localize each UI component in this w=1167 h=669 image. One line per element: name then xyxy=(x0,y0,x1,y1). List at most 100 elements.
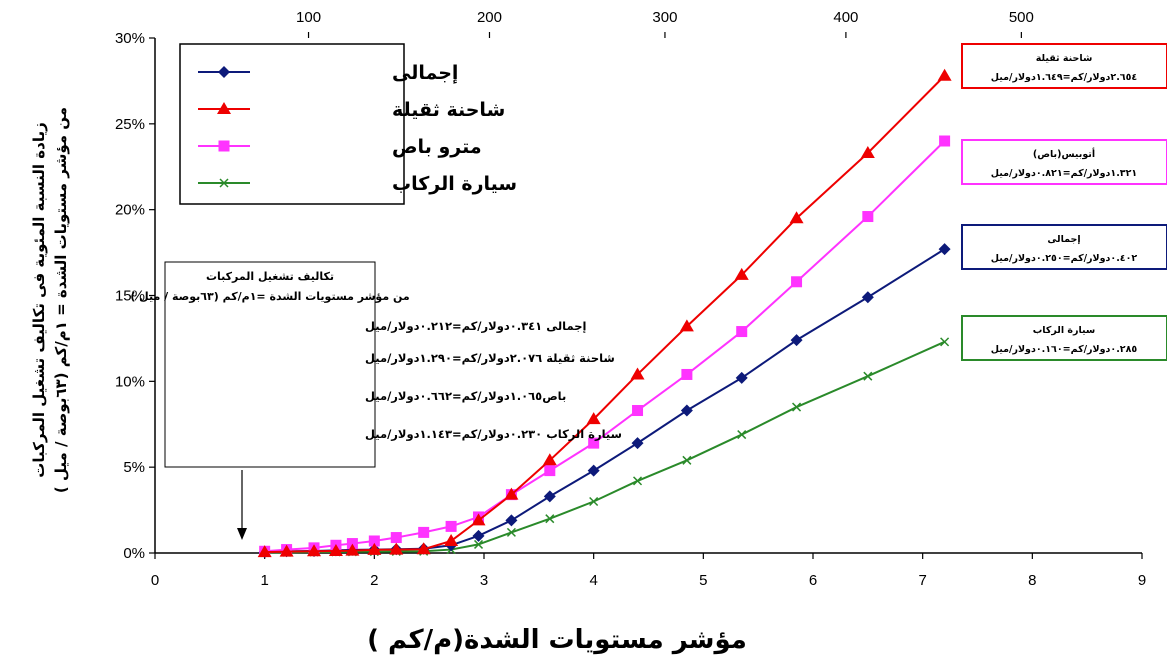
legend: إجمالى شاحنة ثقيلة مترو باص سيارة الركاب xyxy=(179,43,517,205)
top-tick-label: 100 xyxy=(296,9,321,26)
x-tick-label: 2 xyxy=(370,572,378,589)
data-point xyxy=(542,453,557,466)
legend-item: سيارة الركاب xyxy=(198,173,517,195)
data-point xyxy=(345,543,360,556)
data-point xyxy=(390,532,402,544)
x-tick-label: 3 xyxy=(480,572,488,589)
data-point xyxy=(736,326,748,338)
data-point xyxy=(632,405,644,417)
x-tick-label: 7 xyxy=(918,572,926,589)
data-point xyxy=(789,211,804,224)
data-point xyxy=(630,367,645,380)
data-point xyxy=(938,243,951,256)
x-tick-label: 4 xyxy=(589,572,597,589)
note-line-6: سيارة الركاب ٠.٢٣٠دولار/كم=١.١٤٣دولار/مي… xyxy=(365,427,622,442)
data-point xyxy=(445,520,457,532)
top-tick-label: 400 xyxy=(833,9,858,26)
data-point xyxy=(444,533,459,546)
data-point xyxy=(346,538,358,550)
callout-total-frame xyxy=(961,224,1167,270)
x-tick-label: 5 xyxy=(699,572,707,589)
callout-heavy-truck-title: شاحنة ثقيلة xyxy=(1036,53,1093,64)
data-point xyxy=(471,513,486,526)
callout-passenger-car-frame xyxy=(961,315,1167,361)
x-tick-label: 9 xyxy=(1138,572,1146,589)
x-tick-label: 1 xyxy=(260,572,268,589)
data-point xyxy=(586,412,601,425)
note-line-2: من مؤشر مستويات الشدة =١م/كم (٦٣بوصة / م… xyxy=(130,290,409,303)
data-point xyxy=(863,371,873,381)
callout-bus-frame xyxy=(961,139,1167,185)
data-point xyxy=(679,319,694,332)
data-point xyxy=(257,545,272,558)
data-point xyxy=(862,211,874,223)
series-layer xyxy=(257,68,952,559)
data-point xyxy=(307,544,322,557)
data-point xyxy=(505,514,518,527)
y-axis-label-line-1: زيادة النسبة المئوية فى تكاليف تشغيل الم… xyxy=(30,122,48,477)
series-line xyxy=(257,68,952,558)
data-point xyxy=(792,402,802,412)
data-point xyxy=(589,496,599,507)
data-point xyxy=(473,539,484,549)
callout-bus: أتوبيس(باص) ١.٣٢١دولار/كم=٠.٨٢١دولار/ميل xyxy=(961,139,1167,185)
data-point xyxy=(587,464,600,477)
data-point xyxy=(939,135,951,147)
data-point xyxy=(682,455,692,465)
data-point xyxy=(861,291,874,304)
note-line-1: تكاليف تشغيل المركبات xyxy=(206,270,334,283)
data-point xyxy=(544,465,556,477)
callout-heavy-truck-frame xyxy=(961,43,1167,89)
callout-total-title: إجمالى xyxy=(1047,234,1080,245)
data-point xyxy=(790,334,803,347)
data-point xyxy=(588,437,600,449)
x-tick-label: 6 xyxy=(809,572,817,589)
data-point xyxy=(218,66,230,78)
data-point xyxy=(368,535,380,547)
data-point xyxy=(860,146,875,159)
callout-passenger-car-title: سيارة الركاب xyxy=(1033,325,1096,336)
top-tick-label: 300 xyxy=(652,9,677,26)
callout-bus-text: ١.٣٢١دولار/كم=٠.٨٢١دولار/ميل xyxy=(991,168,1137,179)
note-box: تكاليف تشغيل المركبات من مؤشر مستويات ال… xyxy=(130,261,622,468)
data-point xyxy=(418,526,430,538)
y-tick-label: 20% xyxy=(115,202,145,219)
data-point xyxy=(940,337,950,347)
callout-total-text: ٠.٤٠٢دولار/كم=٠.٢٥٠دولار/ميل xyxy=(991,253,1138,264)
data-point xyxy=(631,437,644,450)
y-tick-label: 15% xyxy=(115,288,145,305)
data-point xyxy=(416,542,431,555)
legend-item: إجمالى xyxy=(198,62,458,84)
data-point xyxy=(389,542,404,555)
callout-heavy-truck: شاحنة ثقيلة ٢.٦٥٤دولار/كم=١.٦٤٩دولار/ميل xyxy=(961,43,1167,89)
x-tick-label: 0 xyxy=(151,572,159,589)
data-point xyxy=(633,476,643,486)
callout-bus-title: أتوبيس(باص) xyxy=(1033,147,1095,160)
legend-label: مترو باص xyxy=(392,136,482,158)
callout-total: إجمالى ٠.٤٠٢دولار/كم=٠.٢٥٠دولار/ميل xyxy=(961,224,1167,270)
y-tick-label: 30% xyxy=(115,30,145,47)
legend-label: إجمالى xyxy=(392,62,458,84)
y-tick-label: 25% xyxy=(115,116,145,133)
data-point xyxy=(506,527,516,537)
data-point xyxy=(217,102,231,114)
note-line-3: إجمالى ٠.٣٤١دولار/كم=٠.٢١٢دولار/ميل xyxy=(365,319,586,334)
note-line-5: باص١.٠٦٥دولار/كم=٠.٦٦٢دولار/ميل xyxy=(365,389,566,404)
legend-box xyxy=(179,43,405,205)
legend-items: إجمالى شاحنة ثقيلة مترو باص سيارة الركاب xyxy=(198,62,517,195)
ticks-layer: 0 1 2 3 4 5 6 7 8 9 0% 5% 10% 15% 20% 25% 30% 100 200 300 40… xyxy=(115,9,1146,589)
callout-passenger-car: سيارة الركاب ٠.٢٨٥دولار/كم=٠.١٦٠دولار/مي… xyxy=(961,315,1167,361)
legend-label: شاحنة ثقيلة xyxy=(392,99,505,121)
data-point xyxy=(737,430,747,440)
data-point xyxy=(218,140,230,152)
note-arrow xyxy=(237,470,247,540)
y-tick-label: 5% xyxy=(123,459,145,476)
data-point xyxy=(328,543,343,556)
data-point xyxy=(680,404,693,417)
legend-item: مترو باص xyxy=(198,136,482,158)
data-point xyxy=(681,368,693,380)
note-line-4: شاحنة ثقيلة ٢.٠٧٦دولار/كم=١.٢٩٠دولار/ميل xyxy=(365,351,615,366)
data-point xyxy=(791,276,803,288)
callout-heavy-truck-text: ٢.٦٥٤دولار/كم=١.٦٤٩دولار/ميل xyxy=(991,72,1138,83)
